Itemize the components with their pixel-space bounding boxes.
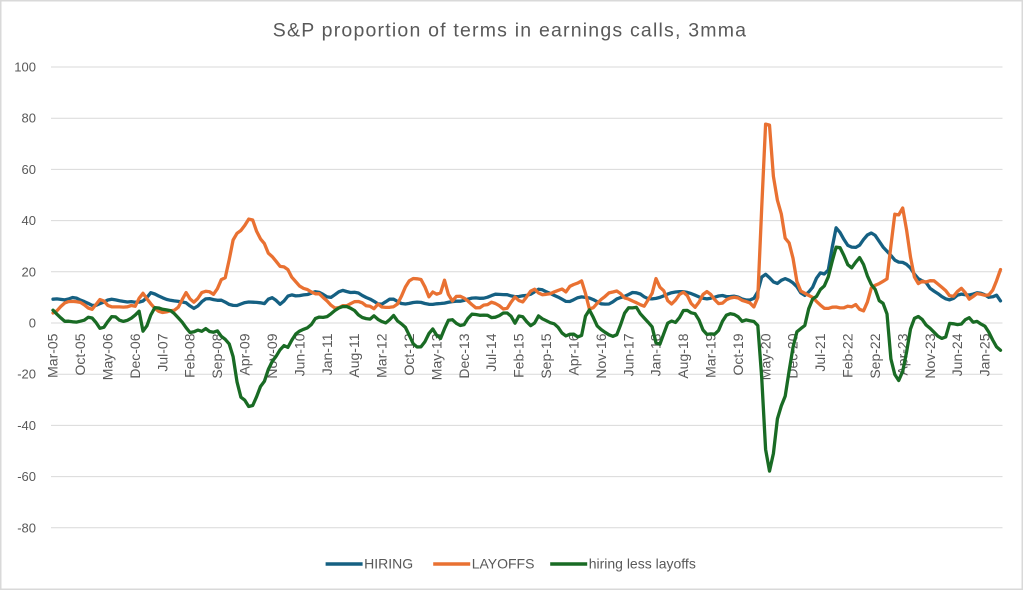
svg-text:Mar-12: Mar-12 [374, 333, 390, 378]
svg-text:Apr-16: Apr-16 [565, 333, 581, 375]
svg-text:Jul-14: Jul-14 [483, 333, 499, 371]
svg-text:Nov-16: Nov-16 [593, 333, 609, 378]
svg-text:Oct-19: Oct-19 [730, 333, 746, 375]
svg-text:LAYOFFS: LAYOFFS [472, 556, 535, 572]
svg-text:hiring less layoffs: hiring less layoffs [589, 556, 696, 572]
svg-text:Sep-22: Sep-22 [867, 333, 883, 378]
svg-text:Dec-13: Dec-13 [456, 333, 472, 378]
svg-text:Feb-15: Feb-15 [511, 333, 527, 378]
svg-text:Sep-15: Sep-15 [538, 333, 554, 378]
svg-text:May-13: May-13 [428, 333, 444, 380]
svg-text:Jun-24: Jun-24 [949, 333, 965, 376]
svg-text:Dec-06: Dec-06 [127, 333, 143, 378]
svg-text:60: 60 [22, 162, 36, 177]
svg-text:-40: -40 [17, 418, 36, 433]
svg-text:Jun-17: Jun-17 [620, 333, 636, 376]
svg-text:Jul-07: Jul-07 [154, 333, 170, 371]
svg-text:Jul-21: Jul-21 [812, 333, 828, 371]
svg-text:Sep-08: Sep-08 [209, 333, 225, 378]
svg-text:Mar-19: Mar-19 [703, 333, 719, 378]
svg-text:Jun-10: Jun-10 [291, 333, 307, 376]
svg-text:Feb-08: Feb-08 [182, 333, 198, 378]
svg-text:Jan-25: Jan-25 [977, 333, 993, 376]
svg-text:S&P proportion of terms in ear: S&P proportion of terms in earnings call… [273, 20, 747, 42]
svg-text:Jan-11: Jan-11 [319, 333, 335, 375]
svg-text:-60: -60 [17, 469, 36, 484]
svg-text:Aug-11: Aug-11 [346, 333, 362, 377]
svg-text:HIRING: HIRING [364, 556, 413, 572]
svg-text:Oct-05: Oct-05 [72, 333, 88, 375]
svg-text:May-06: May-06 [100, 333, 116, 380]
svg-text:Apr-09: Apr-09 [237, 333, 253, 375]
svg-text:40: 40 [22, 213, 36, 228]
svg-text:20: 20 [22, 264, 36, 279]
svg-text:Aug-18: Aug-18 [675, 333, 691, 378]
svg-text:Mar-05: Mar-05 [45, 333, 61, 378]
svg-text:Oct-12: Oct-12 [401, 333, 417, 375]
svg-text:100: 100 [14, 60, 36, 75]
svg-text:80: 80 [22, 111, 36, 126]
svg-text:Nov-23: Nov-23 [922, 333, 938, 378]
svg-text:Feb-22: Feb-22 [840, 333, 856, 378]
svg-text:0: 0 [29, 316, 36, 331]
svg-text:-80: -80 [17, 520, 36, 535]
svg-text:-20: -20 [17, 367, 36, 382]
